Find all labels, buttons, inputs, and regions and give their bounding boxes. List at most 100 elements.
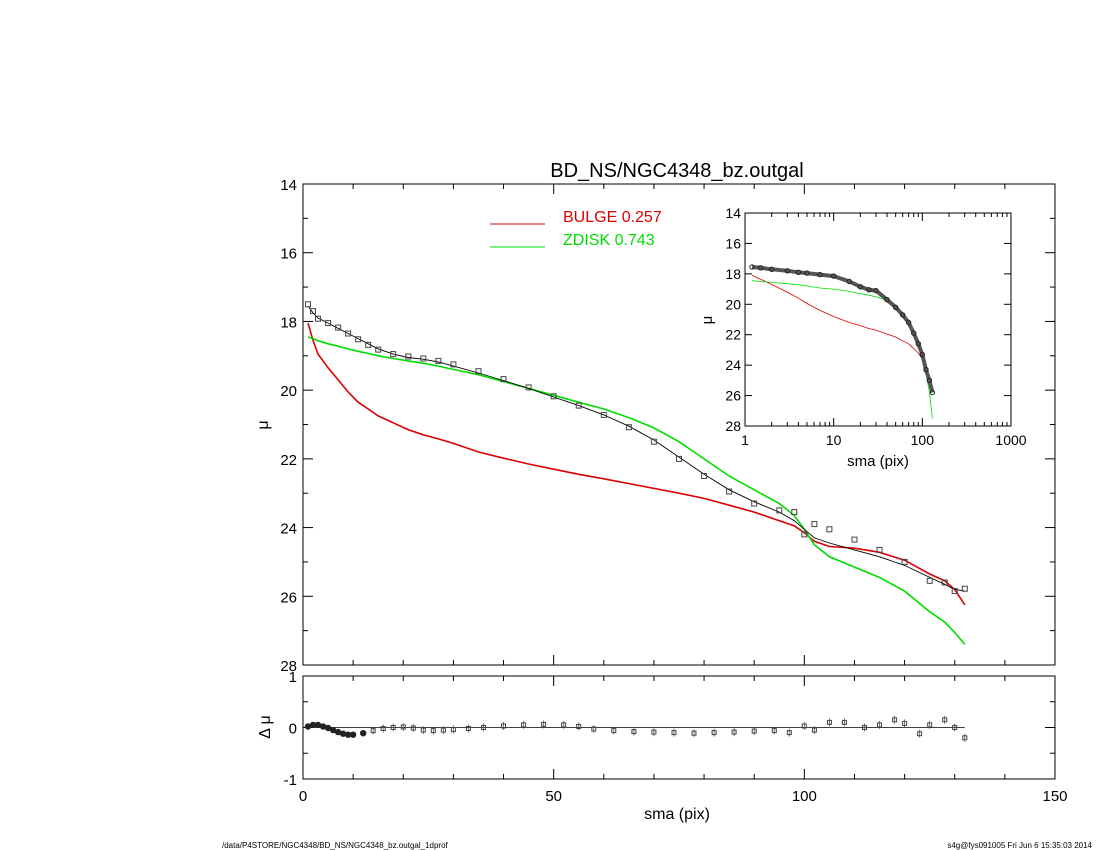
residual-point (380, 726, 386, 731)
residual-point (344, 731, 352, 738)
data-point-marker (926, 577, 933, 584)
residual-point (319, 723, 327, 730)
inset-y-tick-label: 14 (725, 205, 741, 221)
inset-y-tick-label: 26 (725, 388, 741, 404)
residual-point (611, 728, 617, 734)
residual-point (465, 726, 471, 731)
data-point-marker (525, 384, 532, 391)
residual-point (651, 729, 657, 735)
y-tick-label: 22 (280, 452, 297, 469)
data-point-marker (315, 315, 321, 322)
residual-point (811, 727, 817, 733)
residual-point (576, 724, 582, 729)
residual-point (309, 721, 317, 729)
inset-y-tick-label: 16 (725, 235, 741, 251)
residual-point (862, 725, 867, 730)
data-point-marker (475, 368, 482, 375)
residual-point (952, 725, 958, 730)
y-tick-label: 0 (289, 721, 297, 738)
residual-point (304, 723, 312, 730)
residual-point (481, 725, 486, 730)
inset-y-tick-label: 20 (725, 296, 741, 312)
residual-point (410, 725, 416, 731)
data-point-marker (650, 438, 657, 445)
x-tick-label: 50 (545, 788, 562, 805)
inset-plot-frame (744, 212, 1012, 427)
residual-point (917, 731, 923, 737)
data-point-marker (325, 320, 332, 327)
residual-point (334, 728, 342, 736)
inset-x-tick-label: 10 (826, 432, 842, 448)
data-point-marker (345, 330, 352, 337)
legend-label: BULGE 0.257 (563, 209, 662, 226)
inset-data-point (923, 367, 929, 373)
inset-x-axis-label: sma (pix) (847, 453, 909, 470)
inset-data-point (929, 389, 936, 396)
y-tick-label: 1 (289, 669, 297, 686)
y-tick-label: 16 (280, 246, 297, 263)
residual-point (521, 722, 527, 728)
footer-timestamp: s4g@fys091005 Fri Jun 6 15:35:03 2014 (947, 841, 1092, 850)
inset-log-plot: 14 16 18 20 22 24 26 281 10 100 1000 sma (pix) μ (699, 205, 1027, 470)
residual-point (329, 726, 337, 734)
inset-x-tick-label: 1000 (995, 432, 1026, 448)
residual-point (360, 730, 367, 737)
inset-data-point (866, 287, 872, 293)
data-point-marker (791, 509, 798, 516)
residual-point (501, 723, 506, 729)
inset-data-point (884, 297, 890, 303)
data-point-marker (751, 500, 758, 507)
residual-point (927, 722, 933, 728)
residual-point (751, 728, 757, 734)
inset-x-tick-label: 100 (911, 432, 935, 448)
inset-data-point (795, 269, 802, 275)
data-point-marker (435, 357, 442, 364)
model-series-line (307, 305, 965, 592)
data-point-marker (500, 376, 507, 383)
main-profile-plot: 14 16 18 20 22 24 26 28 μ BULGE 0.257 ZDISK 0.743 (255, 177, 1056, 675)
residual-point (400, 724, 406, 730)
residual-point (314, 721, 322, 729)
inset-y-tick-label: 18 (725, 266, 741, 282)
data-point-marker (951, 588, 958, 595)
y-tick-label: 18 (280, 314, 297, 331)
residual-point (541, 721, 547, 727)
data-point-marker (305, 301, 311, 308)
inset-y-tick-label: 22 (725, 327, 741, 343)
residual-point (962, 735, 968, 741)
y-tick-label: 20 (280, 383, 297, 400)
inset-data-point (873, 287, 879, 294)
data-point-marker (801, 531, 808, 538)
data-point-marker (811, 521, 818, 528)
y-tick-label: 28 (280, 658, 297, 675)
data-point-marker (676, 455, 682, 462)
data-point-marker (450, 361, 457, 368)
inset-data-point (817, 271, 823, 278)
inset-data-point (900, 312, 906, 318)
legend-label: ZDISK 0.743 (563, 232, 655, 249)
x-tick-label: 150 (1042, 788, 1067, 805)
residual-point (440, 727, 446, 733)
inset-data-point (769, 266, 775, 272)
residual-point (561, 722, 567, 728)
residual-point (892, 717, 898, 723)
x-tick-label: 100 (792, 788, 817, 805)
x-axis-label: sma (pix) (644, 806, 710, 823)
data-point-marker (375, 346, 382, 353)
inset-data-point (911, 330, 917, 336)
inset-data-point (926, 377, 933, 384)
inset-data-point (804, 270, 810, 276)
inset-data-point (905, 319, 912, 326)
residual-point (731, 729, 737, 735)
residual-point (430, 728, 436, 734)
inset-data-point (831, 273, 837, 279)
inset-data-point (784, 268, 790, 274)
inset-data-point (749, 264, 755, 270)
inset-x-tick-label: 1 (741, 432, 749, 448)
data-point-marker (961, 585, 968, 592)
data-point-marker (901, 558, 908, 565)
data-point-marker (701, 473, 708, 479)
data-point-marker (550, 393, 557, 400)
